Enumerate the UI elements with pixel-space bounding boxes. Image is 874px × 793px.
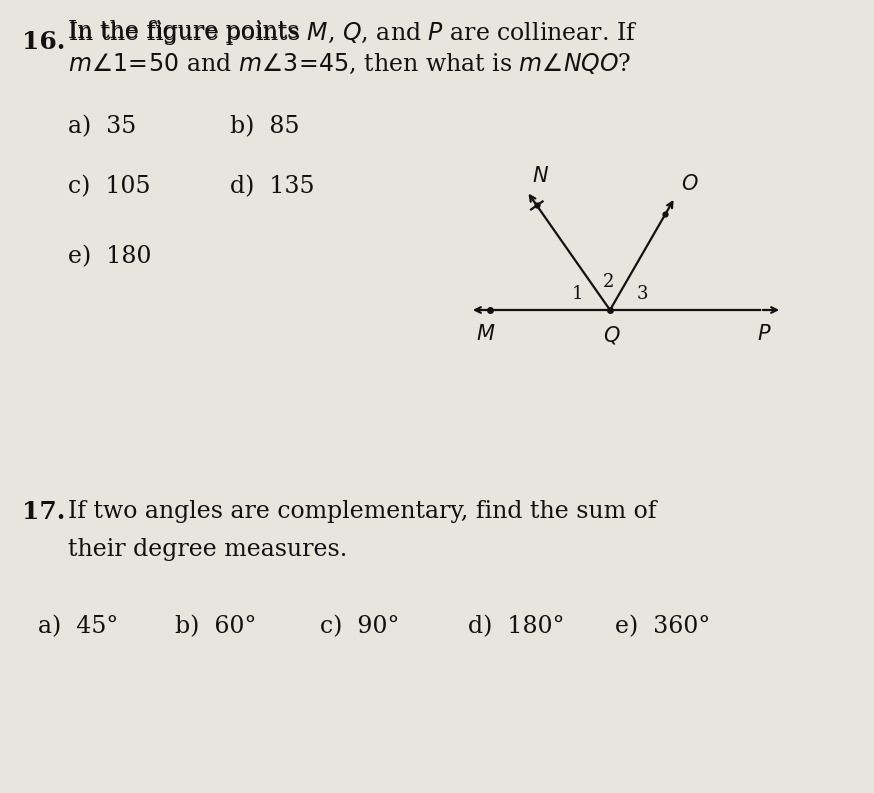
Text: a)  45°: a) 45° <box>38 615 118 638</box>
Text: b)  60°: b) 60° <box>175 615 256 638</box>
Text: d)  135: d) 135 <box>230 175 315 198</box>
Text: 16.: 16. <box>22 30 66 54</box>
Text: $Q$: $Q$ <box>603 324 621 346</box>
Text: 17.: 17. <box>22 500 66 524</box>
Text: In the figure points: In the figure points <box>68 20 307 43</box>
Text: their degree measures.: their degree measures. <box>68 538 347 561</box>
Text: e)  180: e) 180 <box>68 245 151 268</box>
Text: 2: 2 <box>602 273 614 291</box>
Text: a)  35: a) 35 <box>68 115 136 138</box>
Text: b)  85: b) 85 <box>230 115 300 138</box>
Text: $N$: $N$ <box>532 167 549 186</box>
Text: $m\angle 1\!=\!50$ and $m\angle 3\!=\!45$, then what is $m\angle NQO$?: $m\angle 1\!=\!50$ and $m\angle 3\!=\!45… <box>68 52 631 76</box>
Text: c)  105: c) 105 <box>68 175 150 198</box>
Text: e)  360°: e) 360° <box>615 615 711 638</box>
Text: $O$: $O$ <box>681 174 698 194</box>
Text: In the figure points $M$, $Q$, and $P$ are collinear. If: In the figure points $M$, $Q$, and $P$ a… <box>68 20 638 47</box>
Text: $P$: $P$ <box>757 324 771 344</box>
Text: d)  180°: d) 180° <box>468 615 565 638</box>
Text: 3: 3 <box>636 285 648 303</box>
Text: c)  90°: c) 90° <box>320 615 399 638</box>
Text: 1: 1 <box>572 285 584 303</box>
Text: If two angles are complementary, find the sum of: If two angles are complementary, find th… <box>68 500 656 523</box>
Text: $M$: $M$ <box>476 324 496 344</box>
